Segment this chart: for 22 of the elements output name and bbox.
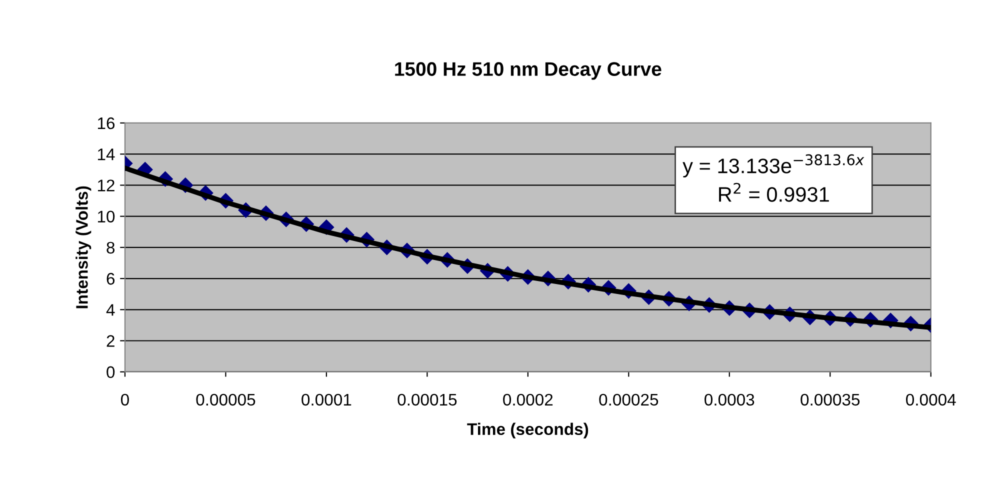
y-tick-label: 8 <box>106 242 115 254</box>
x-tick-label: 0 <box>120 394 129 406</box>
y-tick-label: 10 <box>98 210 115 223</box>
text: y = 13.133e$^{−3813.6x}$ R$^{2}$ = 0.9931 <box>682 154 864 202</box>
x-tick-label: 0.0004 <box>906 394 956 406</box>
x-axis-title: Time (seconds) <box>467 422 588 438</box>
x-tick-label: 0.00015 <box>398 394 457 406</box>
y-axis-title: Intensity (Volts) <box>76 186 92 308</box>
chart-title: 1500 Hz 510 nm Decay Curve <box>395 62 662 80</box>
x-tick-label: 0.0001 <box>302 394 352 406</box>
y-tick-label: 2 <box>106 335 114 347</box>
x-tick-label: 0.00005 <box>196 394 256 406</box>
y-tick-label: 14 <box>98 148 115 160</box>
x-tick-label: 0.00025 <box>599 394 658 406</box>
x-tick-label: 0.00035 <box>800 394 860 406</box>
y-tick-label: 16 <box>98 117 115 130</box>
x-tick-label: 0.0002 <box>503 394 553 406</box>
y-tick-label: 0 <box>106 366 115 378</box>
y-tick-label: 6 <box>106 272 115 285</box>
x-tick-label: 0.0003 <box>704 394 754 406</box>
y-tick-label: 4 <box>106 304 115 316</box>
y-tick-label: 12 <box>98 180 114 192</box>
